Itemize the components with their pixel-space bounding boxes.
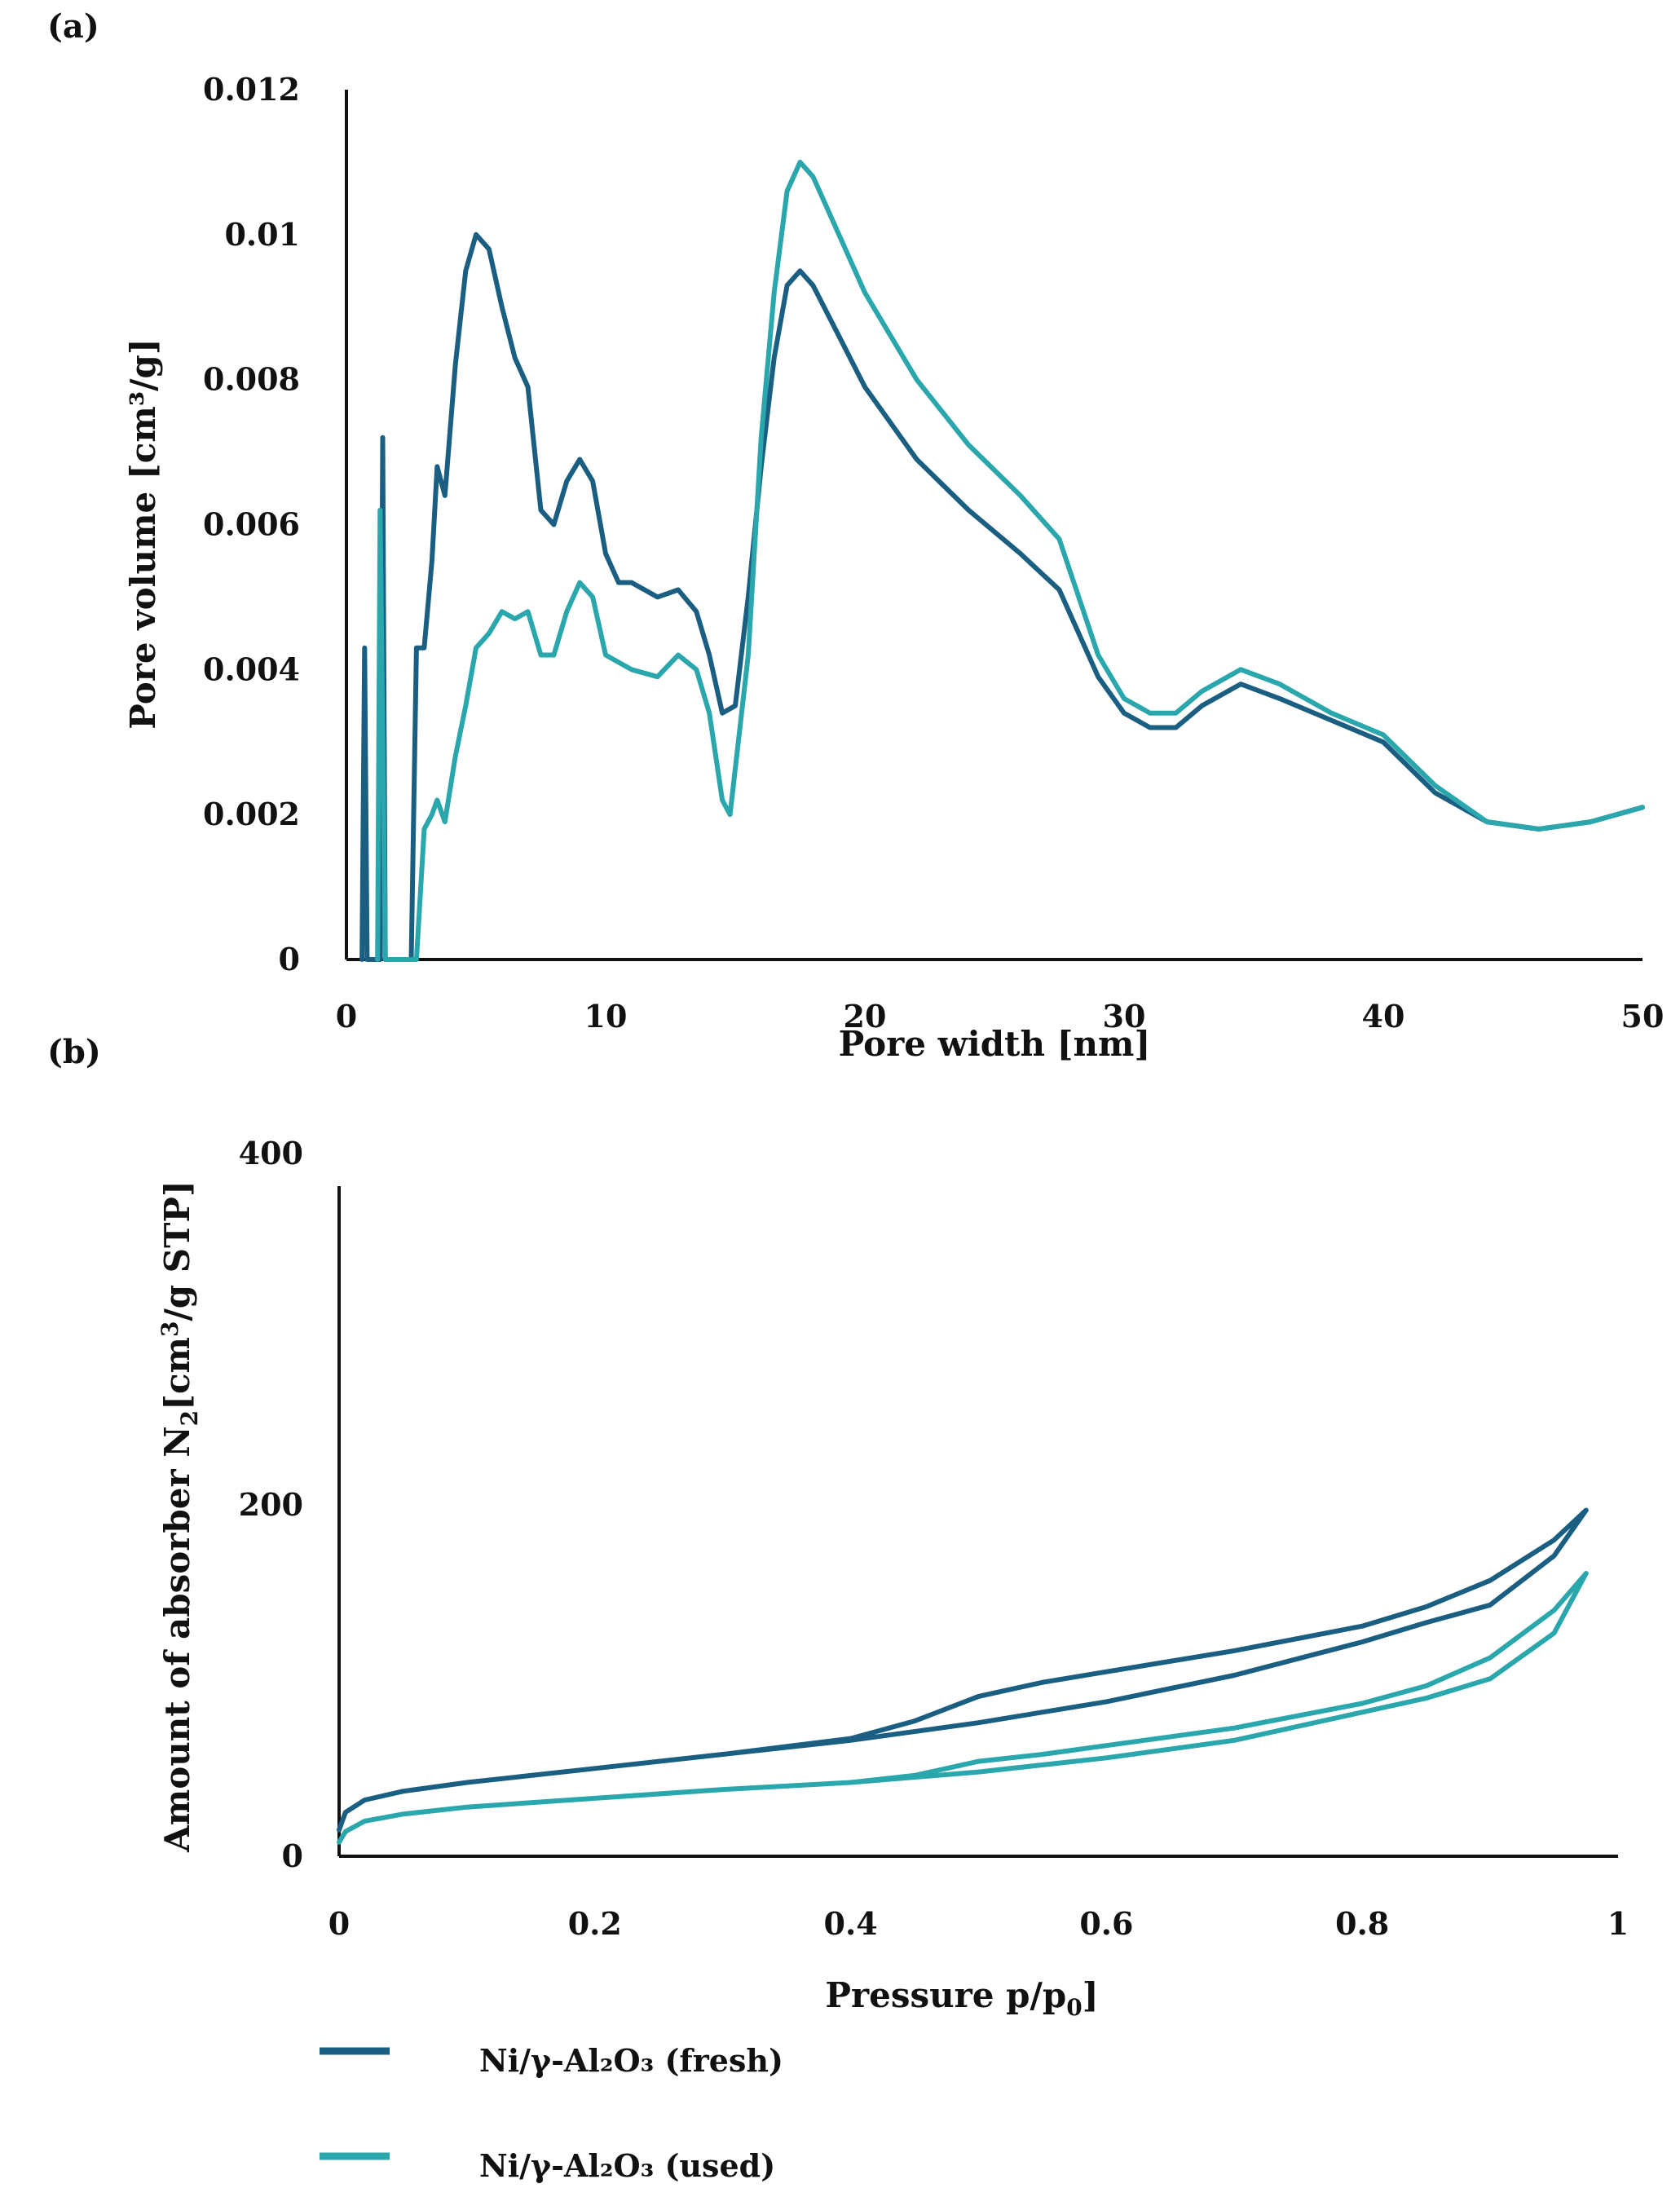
panel-a-x-tick-label: 0 <box>336 998 357 1035</box>
panel-b-y-axis-title: Amount of absorber N2[cm3/g STP] <box>157 1180 203 1853</box>
panel-b-series-fresh <box>337 1507 1589 1833</box>
panel-b-x-tick-label: 0.4 <box>824 1905 878 1942</box>
panel-b-x-tick-label: 0.6 <box>1079 1905 1133 1942</box>
panel-a-x-axis-title: Pore width [nm] <box>839 1024 1151 1064</box>
legend-label-fresh: Ni/γ-Al₂O₃ (fresh) <box>479 2042 783 2079</box>
panel-b-x-axis-title: Pressure p/p0] <box>825 1975 1098 2021</box>
panel-b-x-tick-label: 0 <box>329 1905 350 1942</box>
legend-label-used: Ni/γ-Al₂O₃ (used) <box>479 2147 775 2184</box>
panel-a-series-used <box>375 159 1645 962</box>
panel-a-x-tick-label: 30 <box>1103 998 1146 1035</box>
panel-a-series-fresh <box>359 232 1645 962</box>
panel-a-y-axis-title: Pore volume [cm³/g] <box>123 338 163 730</box>
panel-a-y-tick-label: 0.008 <box>203 361 300 398</box>
panel-b-x-tick-label: 0.2 <box>568 1905 622 1942</box>
panel-a-x-tick-labels: 0 10 20 30 40 50 <box>336 998 1665 1035</box>
panel-b-y-tick-label: 400 <box>239 1135 303 1171</box>
panel-a-x-tick-label: 50 <box>1621 998 1665 1035</box>
panel-a-y-tick-label: 0 <box>279 941 300 977</box>
panel-b-x-tick-labels: 0 0.2 0.4 0.6 0.8 1 <box>329 1905 1629 1942</box>
panel-a-x-tick-label: 20 <box>844 998 887 1035</box>
panel-b-series-used <box>337 1571 1589 1845</box>
panel-a-label: (a) <box>47 7 99 46</box>
panel-b-x-tick-label: 0.8 <box>1335 1905 1389 1942</box>
panel-b-y-tick-label: 0 <box>282 1837 303 1874</box>
panel-a-y-tick-label: 0.004 <box>203 651 300 687</box>
panel-a-y-tick-label: 0.012 <box>203 71 300 108</box>
panel-a-x-tick-label: 10 <box>584 998 628 1035</box>
panel-b-y-tick-label: 200 <box>239 1486 303 1523</box>
panel-b-isotherm-chart: (b) 0 200 400 0 0.2 0.4 0.6 0.8 1 Pressure p/p0… <box>47 1033 1629 2021</box>
panel-b-label: (b) <box>47 1033 101 1071</box>
legend: Ni/γ-Al₂O₃ (fresh) Ni/γ-Al₂O₃ (used) <box>320 2042 783 2184</box>
panel-a-x-tick-label: 40 <box>1362 998 1405 1035</box>
panel-b-y-tick-labels: 0 200 400 <box>239 1135 303 1874</box>
panel-a-y-tick-label: 0.006 <box>203 506 300 543</box>
panel-a-pore-volume-chart: (a) 0 0.002 0.004 0.006 0.008 0.01 0.012 0 10 20… <box>47 7 1664 1064</box>
panel-a-y-tick-label: 0.002 <box>203 796 300 832</box>
panel-a-y-tick-label: 0.01 <box>224 216 300 253</box>
panel-b-x-tick-label: 1 <box>1607 1905 1629 1942</box>
panel-a-y-tick-labels: 0 0.002 0.004 0.006 0.008 0.01 0.012 <box>203 71 300 977</box>
